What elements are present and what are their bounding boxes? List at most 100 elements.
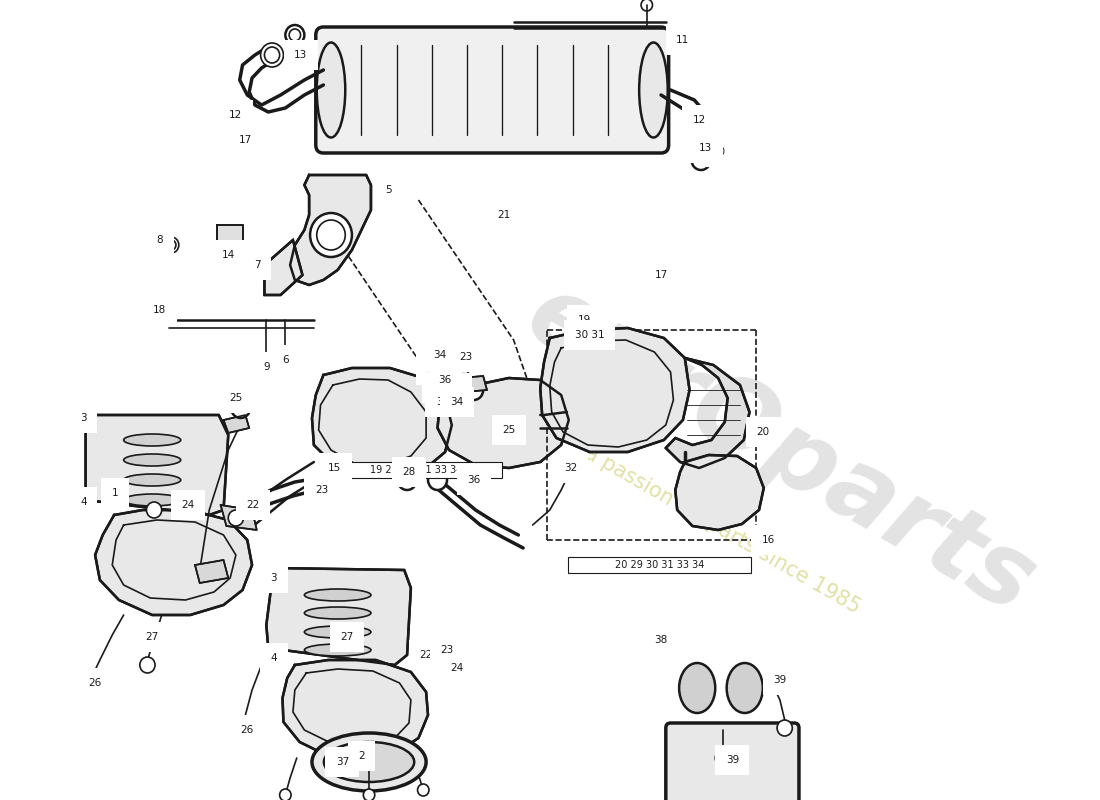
Text: 23: 23: [440, 645, 453, 655]
Text: 5: 5: [385, 185, 392, 195]
Polygon shape: [461, 376, 487, 392]
Circle shape: [715, 750, 730, 766]
Text: 17: 17: [654, 270, 668, 280]
Ellipse shape: [123, 454, 180, 466]
Text: 24: 24: [450, 663, 463, 673]
Circle shape: [285, 25, 305, 45]
Circle shape: [166, 240, 176, 250]
Text: 12: 12: [229, 110, 242, 120]
Text: 36: 36: [439, 375, 452, 385]
Text: 29: 29: [432, 383, 447, 393]
Circle shape: [289, 29, 300, 41]
Text: 30 31: 30 31: [575, 330, 605, 340]
Text: 14: 14: [221, 250, 235, 260]
Text: 7: 7: [254, 260, 261, 270]
Circle shape: [229, 510, 243, 526]
Text: 18: 18: [153, 305, 166, 315]
Circle shape: [80, 670, 100, 690]
Polygon shape: [86, 415, 229, 515]
Text: 30: 30: [448, 383, 461, 393]
Polygon shape: [221, 505, 256, 530]
Polygon shape: [266, 568, 411, 665]
Text: 4: 4: [271, 653, 277, 663]
Text: 13: 13: [294, 50, 307, 60]
Text: 32: 32: [564, 463, 578, 473]
Circle shape: [146, 502, 162, 518]
Text: 26: 26: [241, 725, 254, 735]
Text: 1: 1: [112, 488, 119, 498]
Text: 37: 37: [336, 757, 349, 767]
Text: eurOparts: eurOparts: [509, 266, 1050, 634]
Text: 2: 2: [359, 751, 365, 761]
Polygon shape: [675, 455, 763, 530]
Text: 4: 4: [80, 497, 87, 507]
Circle shape: [777, 720, 792, 736]
Text: 19 29 30  31 33 34: 19 29 30 31 33 34: [371, 465, 463, 475]
Circle shape: [317, 220, 345, 250]
Polygon shape: [438, 378, 569, 468]
Text: 8: 8: [156, 235, 163, 245]
Text: 10: 10: [713, 147, 726, 157]
Text: 11: 11: [676, 35, 690, 45]
Text: 27: 27: [145, 632, 158, 642]
Text: 20: 20: [757, 427, 769, 437]
Text: 14: 14: [157, 297, 170, 307]
Ellipse shape: [305, 626, 371, 638]
Circle shape: [363, 789, 375, 800]
Text: 33: 33: [436, 397, 449, 407]
Ellipse shape: [317, 42, 345, 138]
Text: 39: 39: [773, 675, 786, 685]
Ellipse shape: [305, 589, 371, 601]
Text: 28: 28: [403, 467, 416, 477]
Polygon shape: [217, 225, 242, 255]
FancyBboxPatch shape: [316, 27, 669, 153]
Text: 3: 3: [80, 413, 87, 423]
Text: 38: 38: [654, 635, 668, 645]
Polygon shape: [442, 365, 470, 381]
Circle shape: [279, 789, 292, 800]
Circle shape: [231, 128, 254, 152]
Circle shape: [140, 657, 155, 673]
Circle shape: [397, 470, 417, 490]
Circle shape: [260, 363, 273, 377]
Text: 26: 26: [88, 678, 101, 688]
Text: 13: 13: [700, 143, 713, 153]
Polygon shape: [264, 240, 303, 295]
Text: 17: 17: [239, 135, 252, 145]
Circle shape: [264, 47, 279, 63]
Text: 12: 12: [693, 115, 706, 125]
Text: 22: 22: [246, 500, 260, 510]
Text: a passion for parts since 1985: a passion for parts since 1985: [582, 442, 865, 618]
Polygon shape: [283, 660, 428, 758]
Text: 35: 35: [426, 365, 439, 375]
Polygon shape: [666, 358, 749, 468]
Text: 6: 6: [282, 355, 288, 365]
Circle shape: [428, 470, 447, 490]
Ellipse shape: [123, 434, 180, 446]
Circle shape: [231, 398, 250, 418]
Text: 15: 15: [328, 463, 341, 473]
Polygon shape: [312, 368, 452, 475]
Bar: [568, 557, 751, 573]
Text: 3: 3: [271, 573, 277, 583]
Polygon shape: [290, 175, 371, 285]
Circle shape: [261, 43, 284, 67]
Bar: [331, 462, 503, 478]
Text: 34: 34: [450, 397, 463, 407]
Text: 25: 25: [229, 393, 242, 403]
Text: 39: 39: [726, 755, 739, 765]
Polygon shape: [540, 328, 690, 452]
Polygon shape: [95, 510, 252, 615]
Circle shape: [278, 353, 292, 367]
Text: 16: 16: [762, 535, 776, 545]
Polygon shape: [223, 415, 250, 433]
Text: 19: 19: [578, 315, 591, 325]
Circle shape: [418, 784, 429, 796]
Ellipse shape: [312, 733, 426, 791]
Ellipse shape: [123, 494, 180, 506]
Text: 27: 27: [341, 632, 354, 642]
Text: 23: 23: [315, 485, 328, 495]
Text: 34: 34: [432, 350, 447, 360]
Ellipse shape: [323, 742, 415, 782]
Circle shape: [447, 370, 466, 390]
